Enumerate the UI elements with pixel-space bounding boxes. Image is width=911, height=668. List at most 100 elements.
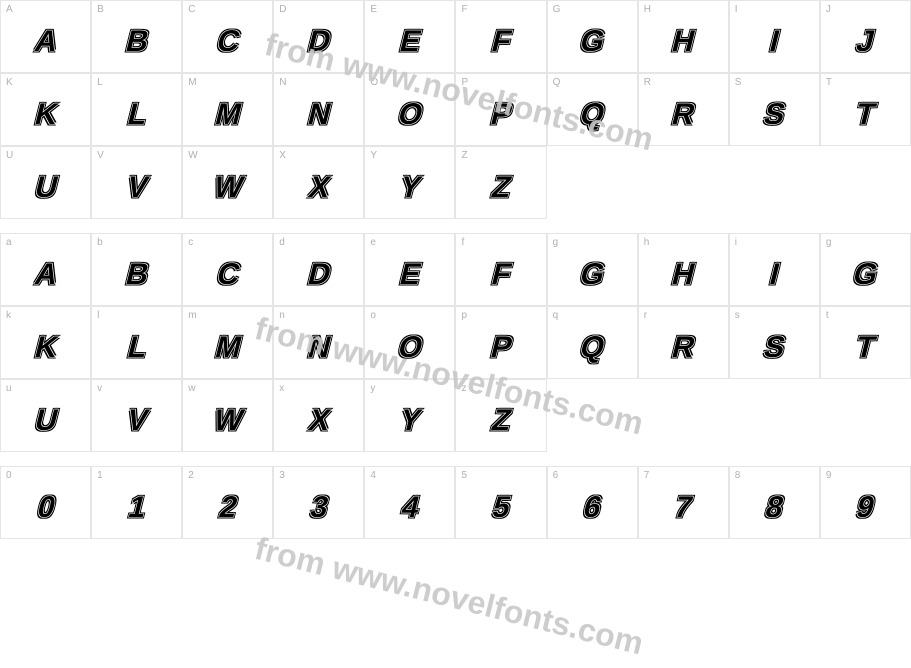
cell-glyph: P	[487, 98, 514, 132]
cell-glyph: X	[305, 171, 332, 205]
glyph-cell: mM	[182, 306, 273, 379]
cell-label: 2	[188, 470, 194, 481]
glyph-cell: oO	[364, 306, 455, 379]
empty-cell	[820, 379, 911, 452]
row-spacer	[0, 219, 911, 233]
row-spacer	[0, 452, 911, 466]
glyph-cell: aA	[0, 233, 91, 306]
empty-cell	[638, 146, 729, 219]
cell-label: R	[644, 77, 651, 88]
cell-glyph: A	[31, 258, 60, 292]
glyph-cell: 22	[182, 466, 273, 539]
glyph-cell: DD	[273, 0, 364, 73]
cell-label: l	[97, 310, 99, 321]
cell-glyph: D	[304, 25, 333, 59]
empty-cell	[638, 379, 729, 452]
glyph-cell: HH	[638, 0, 729, 73]
cell-label: I	[735, 4, 738, 15]
cell-label: 7	[644, 470, 650, 481]
glyph-cell: pP	[455, 306, 546, 379]
cell-glyph: G	[577, 258, 608, 292]
glyph-cell: dD	[273, 233, 364, 306]
cell-label: b	[97, 237, 103, 248]
glyph-cell: lL	[91, 306, 182, 379]
glyph-cell: PP	[455, 73, 546, 146]
glyph-cell: 33	[273, 466, 364, 539]
cell-glyph: S	[761, 98, 788, 132]
cell-label: H	[644, 4, 651, 15]
cell-glyph: 3	[307, 491, 331, 525]
cell-label: p	[461, 310, 467, 321]
cell-label: 4	[370, 470, 376, 481]
cell-glyph: E	[396, 25, 423, 59]
cell-glyph: Q	[577, 331, 608, 365]
glyph-cell: hH	[638, 233, 729, 306]
cell-glyph: K	[31, 98, 60, 132]
cell-label: t	[826, 310, 829, 321]
cell-glyph: 1	[125, 491, 149, 525]
glyph-cell: AA	[0, 0, 91, 73]
cell-glyph: H	[669, 258, 698, 292]
cell-glyph: I	[766, 25, 782, 59]
glyph-cell: bB	[91, 233, 182, 306]
cell-label: f	[461, 237, 464, 248]
cell-glyph: W	[210, 404, 246, 438]
cell-label: Z	[461, 150, 467, 161]
cell-label: n	[279, 310, 285, 321]
glyph-cell: CC	[182, 0, 273, 73]
cell-label: 6	[553, 470, 559, 481]
cell-glyph: A	[31, 25, 60, 59]
cell-label: C	[188, 4, 195, 15]
glyph-cell: UU	[0, 146, 91, 219]
cell-label: P	[461, 77, 468, 88]
glyph-cell: 11	[91, 466, 182, 539]
empty-cell	[729, 146, 820, 219]
glyph-cell: 00	[0, 466, 91, 539]
cell-label: Y	[370, 150, 377, 161]
glyph-cell: iI	[729, 233, 820, 306]
cell-glyph: I	[766, 258, 782, 292]
cell-glyph: D	[304, 258, 333, 292]
glyph-cell: 44	[364, 466, 455, 539]
cell-glyph: 6	[580, 491, 604, 525]
cell-glyph: Z	[488, 171, 514, 205]
glyph-cell: yY	[364, 379, 455, 452]
glyph-cell: MM	[182, 73, 273, 146]
cell-label: 0	[6, 470, 12, 481]
cell-glyph: E	[396, 258, 423, 292]
cell-label: B	[97, 4, 104, 15]
cell-glyph: G	[850, 258, 881, 292]
glyph-cell: zZ	[455, 379, 546, 452]
glyph-cell: SS	[729, 73, 820, 146]
cell-glyph: O	[395, 331, 426, 365]
cell-label: m	[188, 310, 196, 321]
cell-label: K	[6, 77, 13, 88]
cell-label: y	[370, 383, 375, 394]
glyph-cell: ZZ	[455, 146, 546, 219]
cell-glyph: Z	[488, 404, 514, 438]
cell-glyph: 2	[216, 491, 240, 525]
cell-glyph: U	[31, 171, 60, 205]
glyph-cell: RR	[638, 73, 729, 146]
cell-label: e	[370, 237, 376, 248]
glyph-cell: nN	[273, 306, 364, 379]
cell-glyph: X	[305, 404, 332, 438]
cell-glyph: 0	[33, 491, 57, 525]
glyph-cell: 55	[455, 466, 546, 539]
glyph-cell: qQ	[547, 306, 638, 379]
cell-glyph: M	[211, 98, 243, 132]
empty-cell	[729, 379, 820, 452]
cell-label: 5	[461, 470, 467, 481]
cell-label: L	[97, 77, 103, 88]
glyph-cell: kK	[0, 306, 91, 379]
cell-glyph: T	[853, 331, 879, 365]
cell-label: v	[97, 383, 102, 394]
cell-label: 8	[735, 470, 741, 481]
cell-glyph: B	[122, 25, 151, 59]
cell-label: V	[97, 150, 104, 161]
glyph-cell: xX	[273, 379, 364, 452]
cell-label: M	[188, 77, 196, 88]
cell-label: k	[6, 310, 11, 321]
cell-glyph: 4	[398, 491, 422, 525]
empty-cell	[547, 146, 638, 219]
